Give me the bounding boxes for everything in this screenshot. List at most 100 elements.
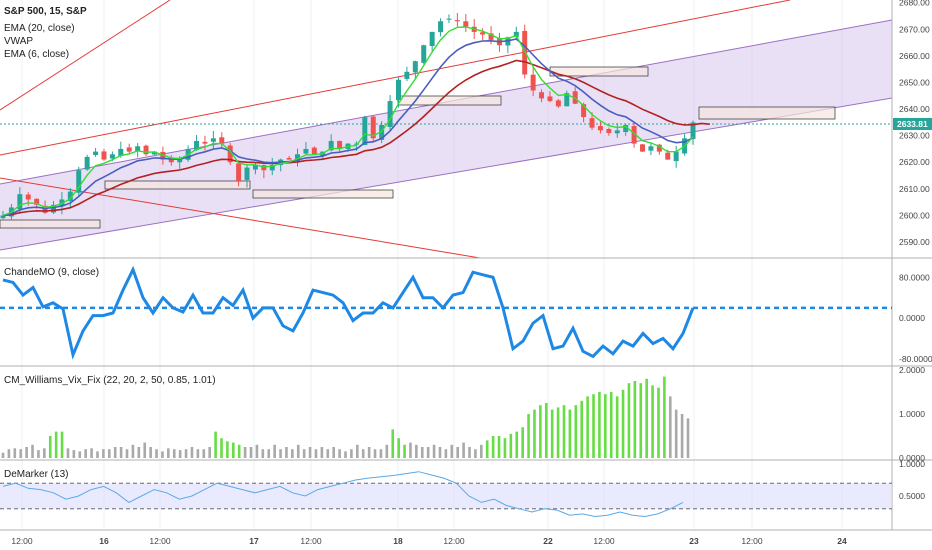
current-price-badge: 2633.81	[893, 118, 932, 130]
vixfix-bars	[1, 376, 690, 458]
vixfix-bar	[485, 440, 489, 458]
vixfix-bar	[308, 447, 312, 458]
zone-box-5	[549, 66, 649, 77]
candle-body	[404, 71, 410, 79]
price-axis-tick: 2660.00	[899, 51, 930, 61]
vixfix-bar	[450, 444, 454, 458]
candle-body	[429, 31, 435, 46]
vixfix-bar	[432, 444, 436, 458]
vixfix-bar	[668, 396, 672, 458]
candle-body	[76, 170, 82, 193]
vixfix-bar	[420, 447, 424, 458]
vixfix-bar	[580, 400, 584, 458]
vixfix-bar	[415, 444, 418, 458]
candle-body	[244, 167, 250, 180]
vixfix-bar	[468, 447, 471, 458]
vixfix-bar	[131, 444, 135, 458]
vixfix-bar	[674, 409, 678, 458]
vixfix-pane[interactable]: 2.0000 1.0000 0.0000	[1, 365, 926, 463]
candle-body	[67, 191, 73, 201]
candle-body	[210, 138, 216, 142]
candle-body	[0, 215, 6, 219]
ema20-line	[2, 59, 710, 217]
vixfix-axis-tick: 2.0000	[899, 365, 925, 375]
vixfix-bar	[167, 448, 170, 458]
price-pane[interactable]	[0, 0, 892, 258]
candle-body	[421, 45, 427, 63]
vixfix-bar	[651, 385, 654, 458]
candle-body	[488, 33, 494, 40]
time-axis-label: 22	[543, 536, 553, 546]
candle-body	[168, 157, 174, 163]
vixfix-bar	[438, 447, 442, 458]
vixfix-bar	[367, 447, 371, 458]
vixfix-bar	[25, 447, 28, 458]
vixfix-bar	[208, 447, 211, 458]
candle-body	[34, 198, 40, 205]
vixfix-bar	[296, 444, 300, 458]
channel-lower-line	[0, 97, 892, 251]
vixfix-bar	[291, 449, 294, 458]
candle-body	[151, 151, 157, 155]
vixfix-bar	[31, 444, 34, 458]
time-axis-label: 23	[689, 536, 699, 546]
demarker-pane[interactable]: 1.0000 0.5000	[0, 459, 925, 518]
candle-body	[143, 145, 149, 155]
vixfix-bar	[19, 449, 23, 458]
legend-item-ema20: EMA (20, close)	[4, 23, 75, 34]
vixfix-bar	[344, 451, 347, 458]
chande-title: ChandeMO (9, close)	[4, 267, 99, 278]
vixfix-bar	[84, 449, 87, 458]
zone-box-6	[698, 106, 836, 120]
vixfix-bar	[633, 381, 637, 458]
legend-item-ema6: EMA (6, close)	[4, 49, 69, 60]
vixfix-bar	[285, 447, 288, 458]
candle-body	[589, 118, 595, 128]
candle-body	[690, 122, 696, 139]
candle-body	[177, 159, 183, 163]
chande-pane[interactable]: 80.0000 0.0000 -80.0000	[0, 265, 932, 364]
time-axis-label: 12:00	[149, 536, 171, 546]
vixfix-bar	[586, 396, 589, 458]
vixfix-bar	[54, 431, 58, 458]
vixfix-bar	[379, 449, 383, 458]
vixfix-bar	[480, 444, 483, 458]
vixfix-bar	[96, 451, 99, 458]
time-axis-label: 24	[837, 536, 847, 546]
chart-title: S&P 500, 15, S&P	[4, 6, 87, 17]
candle-body	[219, 137, 225, 144]
vixfix-bar	[119, 447, 123, 458]
candle-body	[387, 101, 393, 127]
vixfix-bar	[456, 447, 459, 458]
vixfix-bar	[444, 449, 448, 458]
vixfix-bar	[609, 392, 613, 458]
vixfix-bar	[320, 447, 324, 458]
vixfix-bar	[533, 409, 536, 458]
candle-body	[597, 126, 603, 131]
vixfix-bar	[621, 389, 625, 458]
vixfix-bar	[37, 450, 40, 458]
vixfix-bar	[639, 383, 643, 458]
candle-body	[463, 21, 469, 27]
vixfix-bar	[1, 452, 5, 458]
vixfix-bar	[539, 405, 542, 458]
vixfix-bar	[190, 447, 194, 458]
vixfix-bar	[196, 449, 200, 458]
candle-body	[202, 141, 208, 144]
candle-body	[101, 151, 107, 160]
vixfix-bar	[527, 414, 530, 458]
vixfix-bar	[474, 449, 477, 458]
vixfix-bar	[373, 449, 377, 458]
vixfix-bar	[550, 409, 554, 458]
vixfix-bar	[663, 376, 666, 458]
regression-channel-fill	[0, 20, 892, 250]
vixfix-bar	[592, 394, 595, 458]
vixfix-bar	[78, 451, 82, 458]
candle-body	[438, 21, 444, 33]
vixfix-bar	[232, 442, 235, 458]
price-axis-tick: 2590.00	[899, 237, 930, 247]
vixfix-bar	[161, 451, 164, 458]
vixfix-bar	[391, 429, 395, 458]
vixfix-bar	[107, 449, 111, 458]
